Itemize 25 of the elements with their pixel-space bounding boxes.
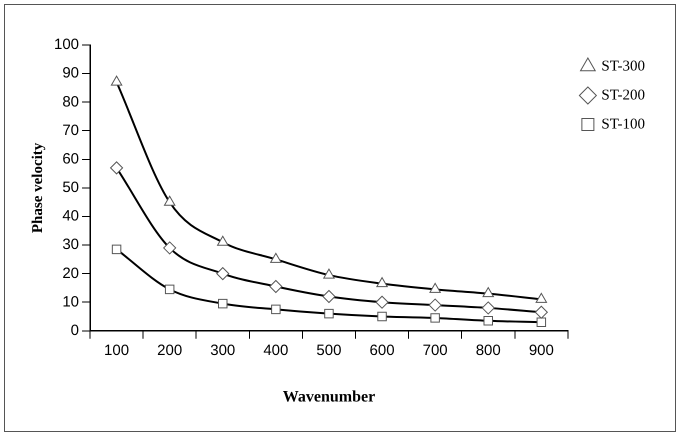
y-tick-label: 40 — [62, 208, 80, 225]
y-tick-label: 10 — [62, 293, 80, 310]
y-tick-label: 70 — [62, 122, 80, 139]
x-tick-label: 400 — [263, 342, 288, 359]
legend-label: ST-200 — [601, 87, 645, 104]
y-tick-label: 50 — [62, 179, 80, 196]
y-tick-label: 20 — [62, 264, 80, 282]
x-tick-label: 600 — [370, 342, 395, 359]
x-tick-label: 700 — [422, 342, 448, 359]
x-axis-title: Wavenumber — [282, 388, 376, 406]
y-axis-title: Phase velocity — [30, 142, 46, 234]
x-tick-label: 200 — [157, 342, 182, 359]
x-tick-label: 300 — [210, 342, 236, 359]
y-tick-label: 80 — [62, 93, 80, 110]
legend-label: ST-100 — [601, 116, 645, 132]
y-tick-label: 90 — [62, 64, 80, 82]
legend-label: ST-300 — [601, 58, 645, 74]
y-tick-label: 30 — [62, 236, 80, 254]
x-tick-label: 900 — [528, 342, 554, 359]
y-tick-label: 100 — [54, 36, 80, 54]
x-tick-label: 800 — [476, 342, 501, 359]
y-tick-label: 0 — [70, 322, 80, 339]
x-tick-label: 100 — [104, 342, 130, 359]
x-tick-label: 500 — [316, 342, 342, 359]
y-tick-label: 60 — [62, 150, 80, 168]
